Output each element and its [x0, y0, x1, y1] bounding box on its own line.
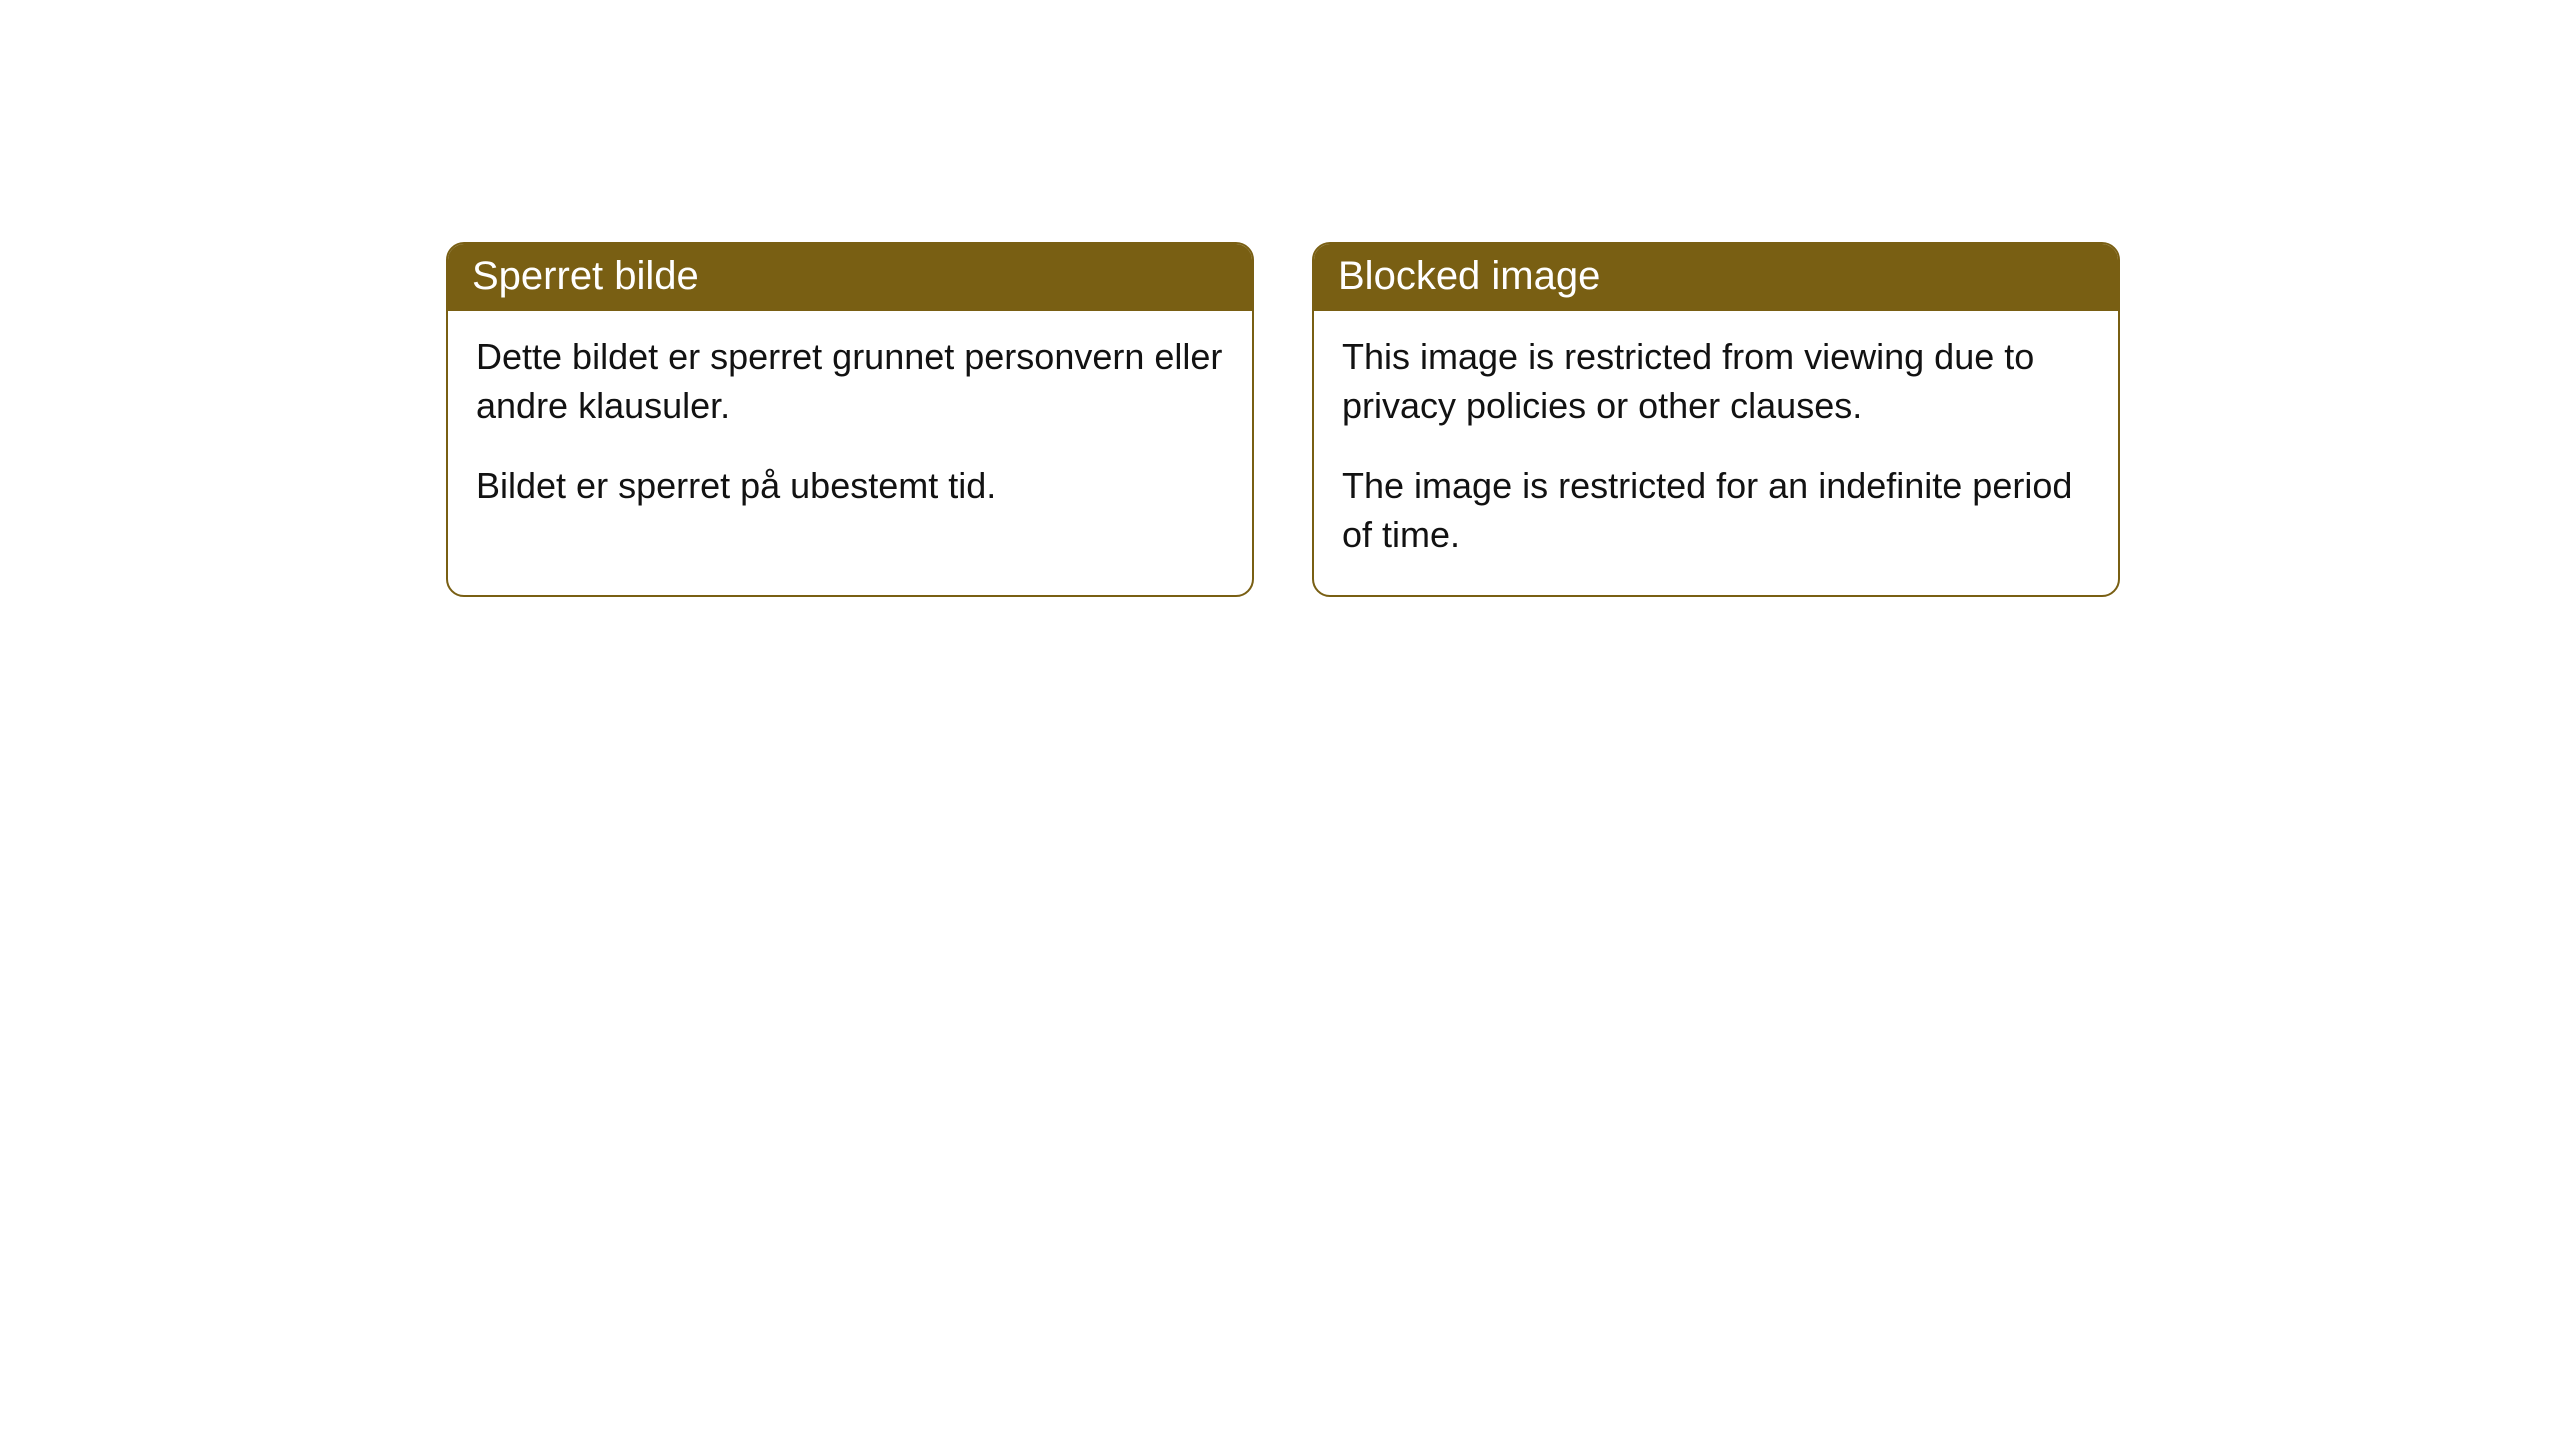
card-paragraph-no-2: Bildet er sperret på ubestemt tid.	[476, 462, 1224, 511]
card-header-en: Blocked image	[1314, 244, 2118, 311]
card-body-en: This image is restricted from viewing du…	[1314, 311, 2118, 595]
blocked-image-card-en: Blocked image This image is restricted f…	[1312, 242, 2120, 597]
card-paragraph-en-2: The image is restricted for an indefinit…	[1342, 462, 2090, 559]
card-title-no: Sperret bilde	[472, 254, 699, 298]
card-body-no: Dette bildet er sperret grunnet personve…	[448, 311, 1252, 547]
notice-cards-container: Sperret bilde Dette bildet er sperret gr…	[446, 242, 2120, 597]
blocked-image-card-no: Sperret bilde Dette bildet er sperret gr…	[446, 242, 1254, 597]
card-paragraph-no-1: Dette bildet er sperret grunnet personve…	[476, 333, 1224, 430]
card-title-en: Blocked image	[1338, 254, 1600, 298]
card-header-no: Sperret bilde	[448, 244, 1252, 311]
card-paragraph-en-1: This image is restricted from viewing du…	[1342, 333, 2090, 430]
